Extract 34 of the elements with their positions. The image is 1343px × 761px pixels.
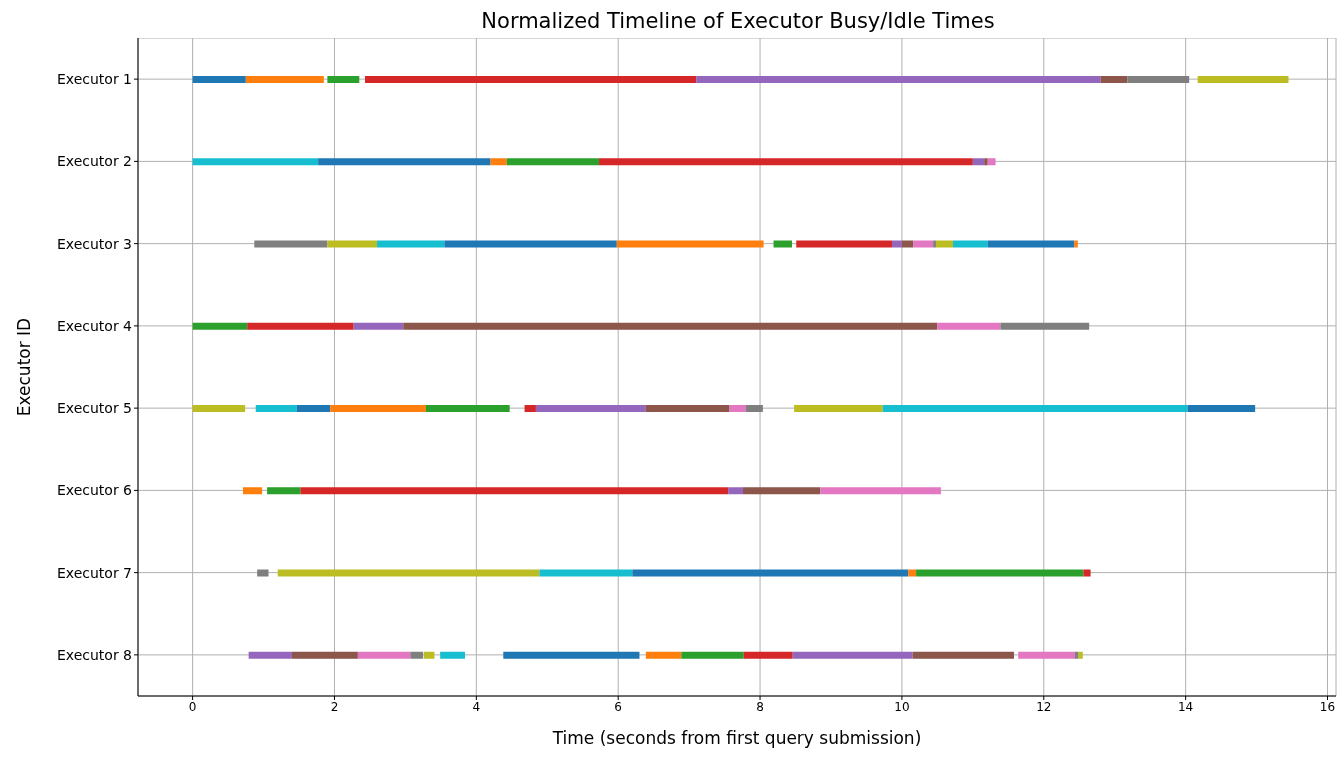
bar [539, 569, 633, 577]
x-tick-label: 6 [614, 699, 623, 714]
x-tick-label: 12 [1036, 699, 1052, 714]
bar [908, 569, 917, 577]
bar [257, 569, 269, 577]
x-tick-label: 14 [1177, 699, 1194, 714]
x-axis-title: Time (seconds from first query submission) [551, 728, 922, 748]
x-tick-label: 8 [756, 699, 764, 714]
y-tick-label: Executor 1 [56, 71, 132, 88]
bar [1083, 569, 1091, 577]
x-tick-label: 10 [894, 699, 910, 714]
bar [254, 240, 328, 248]
bar [327, 240, 378, 248]
bar [377, 240, 445, 248]
y-tick-label: Executor 4 [56, 317, 133, 334]
chart-title: Normalized Timeline of Executor Busy/Idle Times [480, 8, 996, 35]
bar [796, 240, 892, 248]
y-tick-label: Executor 8 [56, 646, 132, 663]
bar [444, 240, 617, 248]
y-axis-title: Executor ID [14, 317, 35, 417]
bar [616, 240, 764, 248]
y-tick-label: Executor 3 [56, 235, 132, 252]
bar [632, 569, 909, 577]
x-tick-label: 0 [188, 699, 197, 714]
y-tick-label: Executor 2 [56, 153, 132, 170]
x-tick-label: 2 [330, 699, 339, 714]
y-tick-label: Executor 5 [56, 400, 132, 417]
bar [277, 569, 540, 577]
y-tick-label: Executor 7 [56, 564, 132, 581]
x-tick-label: 16 [1319, 699, 1336, 714]
x-tick-label: 4 [472, 699, 481, 714]
bar [773, 240, 792, 248]
y-tick-label: Executor 6 [56, 482, 133, 499]
bar [916, 569, 1084, 577]
